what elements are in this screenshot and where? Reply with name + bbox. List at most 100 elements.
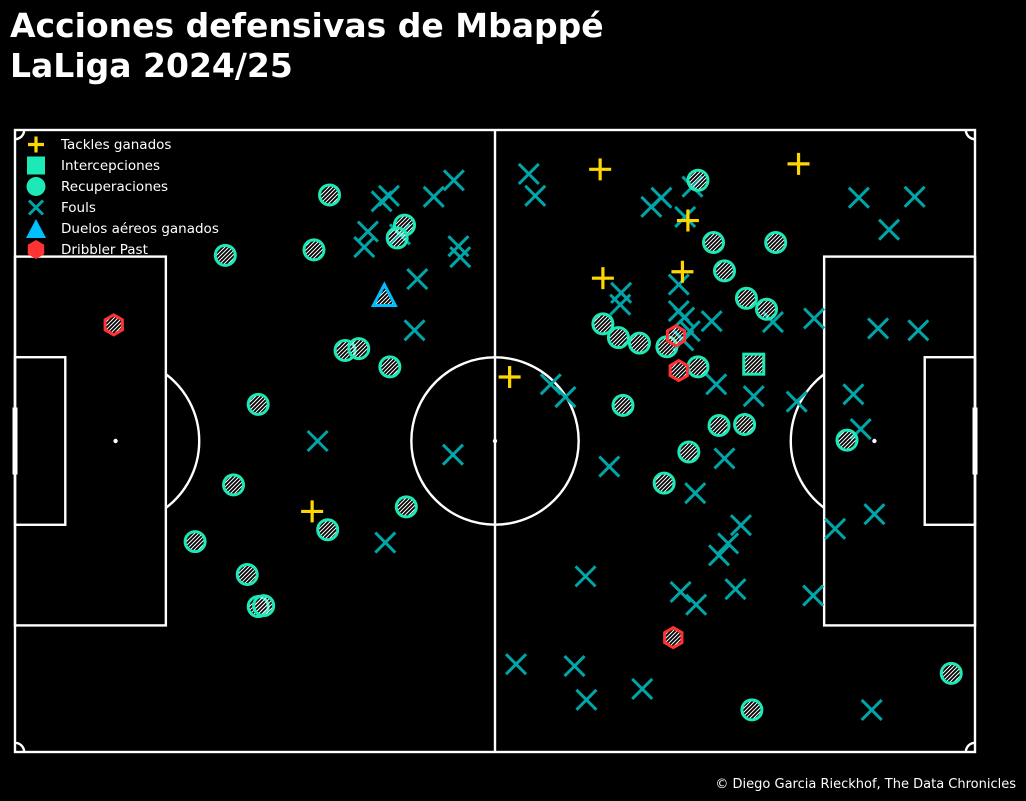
fouls-point xyxy=(598,455,621,478)
recoveries-point xyxy=(686,355,710,379)
fouls-point xyxy=(707,544,731,567)
recoveries-point xyxy=(677,440,701,464)
pitch-lines xyxy=(12,128,978,754)
fouls-point xyxy=(685,593,708,616)
dribbled_past-point xyxy=(665,324,687,348)
legend-label-tackles: Tackles ganados xyxy=(61,136,172,153)
recoveries-point xyxy=(252,594,276,618)
aerials-point xyxy=(370,281,398,307)
fouls-point xyxy=(441,443,465,466)
fouls-point xyxy=(713,447,736,470)
legend-item-fouls: Fouls xyxy=(24,197,219,218)
legend: Tackles ganados Intercepciones Recuperacio… xyxy=(24,134,219,260)
tackles-point xyxy=(498,365,521,388)
center-spot xyxy=(492,438,498,444)
right-penalty-spot xyxy=(872,438,877,444)
recoveries-point xyxy=(606,326,630,350)
tackles-point xyxy=(591,267,614,290)
recoveries-point xyxy=(318,183,342,207)
legend-label-recoveries: Recuperaciones xyxy=(61,178,169,195)
fouls-point xyxy=(842,383,865,406)
tackles-point xyxy=(671,260,694,283)
fouls-point xyxy=(742,385,765,408)
fouls-point xyxy=(640,195,663,218)
fouls-point xyxy=(684,482,707,505)
fouls-point xyxy=(863,503,886,526)
recoveries-point xyxy=(939,661,963,685)
legend-marker-tackles xyxy=(28,136,44,153)
left-penalty-box xyxy=(13,255,168,627)
chart-title: Acciones defensivas de Mbappé LaLiga 202… xyxy=(10,6,604,86)
fouls-point xyxy=(554,386,577,409)
corner-arc-br xyxy=(964,741,976,753)
fouls-point xyxy=(306,429,329,453)
legend-marker-dribbled_past xyxy=(27,240,45,259)
corner-arc-tl xyxy=(14,129,26,141)
fouls-point xyxy=(847,186,870,209)
recoveries-point xyxy=(764,231,788,255)
tackles-point xyxy=(676,209,699,232)
recoveries-point xyxy=(733,413,757,437)
fouls-point xyxy=(717,532,740,555)
dribbled_past-point xyxy=(668,358,689,383)
recoveries-point xyxy=(302,238,326,262)
fouls-point xyxy=(442,169,465,192)
fouls-point xyxy=(802,584,825,607)
fouls-point xyxy=(674,205,697,228)
recoveries-point xyxy=(385,226,409,250)
fouls-point xyxy=(705,373,728,396)
fouls-point xyxy=(903,185,926,208)
fouls-point xyxy=(563,654,586,678)
recoveries-point xyxy=(183,530,207,554)
fouls-point xyxy=(353,236,376,259)
fouls-point xyxy=(504,653,528,676)
legend-label-aerials: Duelos aéreos ganados xyxy=(61,220,219,237)
right-six-yard-box xyxy=(923,356,977,526)
fouls-point xyxy=(673,306,696,329)
recoveries-point xyxy=(611,393,635,417)
legend-item-tackles: Tackles ganados xyxy=(24,134,219,155)
recoveries-point xyxy=(755,297,779,321)
fouls-point xyxy=(575,688,598,711)
fouls-point xyxy=(374,531,397,554)
credit-text: © Diego Garcia Rieckhof, The Data Chroni… xyxy=(715,777,1016,792)
tackles-point xyxy=(301,500,324,523)
fouls-point xyxy=(803,307,826,330)
recoveries-point xyxy=(347,337,371,361)
legend-marker-aerials xyxy=(26,219,46,238)
legend-label-fouls: Fouls xyxy=(61,199,96,216)
legend-item-interceptions: Intercepciones xyxy=(24,155,219,176)
legend-item-aerials: Duelos aéreos ganados xyxy=(24,218,219,239)
recoveries-point xyxy=(740,698,764,722)
recoveries-point xyxy=(222,473,246,497)
recoveries-point xyxy=(316,518,340,542)
fouls-point xyxy=(517,162,540,185)
recoveries-point xyxy=(235,563,259,587)
recoveries-point xyxy=(835,428,859,452)
dribbled_past-point xyxy=(663,625,684,650)
legend-item-dribbled_past: Dribbler Past xyxy=(24,239,219,260)
fouls-point xyxy=(700,310,723,333)
recoveries-point xyxy=(378,355,402,379)
legend-label-interceptions: Intercepciones xyxy=(61,157,161,174)
recoveries-point xyxy=(246,392,270,416)
chart-title-line1: Acciones defensivas de Mbappé xyxy=(10,6,604,45)
dribbled_past-point xyxy=(103,313,124,337)
recoveries-point xyxy=(394,495,418,519)
fouls-point xyxy=(729,514,753,537)
fouls-point xyxy=(631,677,654,700)
fouls-point xyxy=(907,319,930,342)
fouls-point xyxy=(449,246,472,269)
fouls-point xyxy=(785,390,808,413)
tackles-point xyxy=(589,158,612,181)
recoveries-point xyxy=(707,413,731,437)
fouls-point xyxy=(669,580,692,603)
recoveries-point xyxy=(591,312,615,336)
legend-item-recoveries: Recuperaciones xyxy=(24,176,219,197)
recoveries-point xyxy=(702,231,726,255)
fouls-point xyxy=(824,517,847,540)
legend-marker-recoveries xyxy=(26,177,46,196)
chart-title-line2: LaLiga 2024/25 xyxy=(10,46,293,85)
corner-arc-bl xyxy=(14,741,26,753)
